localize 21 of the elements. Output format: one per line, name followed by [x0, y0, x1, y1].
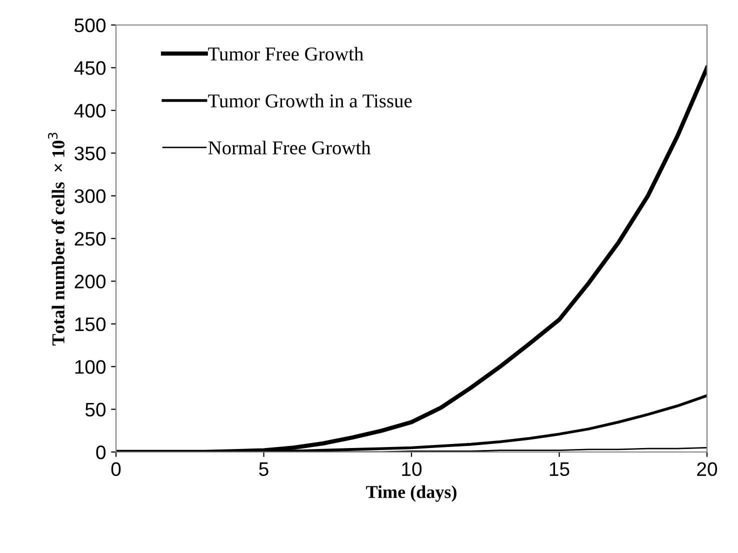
x-axis-title: Time (days) [366, 485, 456, 502]
legend-label: Tumor Growth in a Tissue [208, 94, 412, 108]
y-tick-label: 350 [74, 146, 106, 160]
x-tick-label: 10 [402, 462, 422, 476]
y-tick-label: 450 [74, 61, 106, 75]
legend-label: Normal Free Growth [208, 140, 371, 154]
y-tick-label: 100 [75, 360, 106, 374]
x-tick-label: 20 [697, 462, 718, 476]
x-tick-label: 0 [111, 462, 121, 476]
y-tick-label: 300 [74, 189, 106, 204]
y-tick-label: 150 [75, 317, 106, 332]
y-tick-label: 0 [96, 445, 106, 460]
y-axis-title: Total number of cells × 10$^{3}$ [48, 132, 65, 346]
y-tick-label: 500 [74, 18, 106, 32]
y-tick-label: 250 [74, 232, 106, 246]
legend-label: Tumor Free Growth [208, 46, 364, 61]
y-tick-label: 400 [74, 104, 106, 118]
x-tick-label: 15 [550, 462, 570, 476]
x-tick-label: 5 [259, 462, 268, 476]
y-tick-label: 50 [85, 402, 106, 417]
y-tick-label: 200 [74, 274, 106, 288]
